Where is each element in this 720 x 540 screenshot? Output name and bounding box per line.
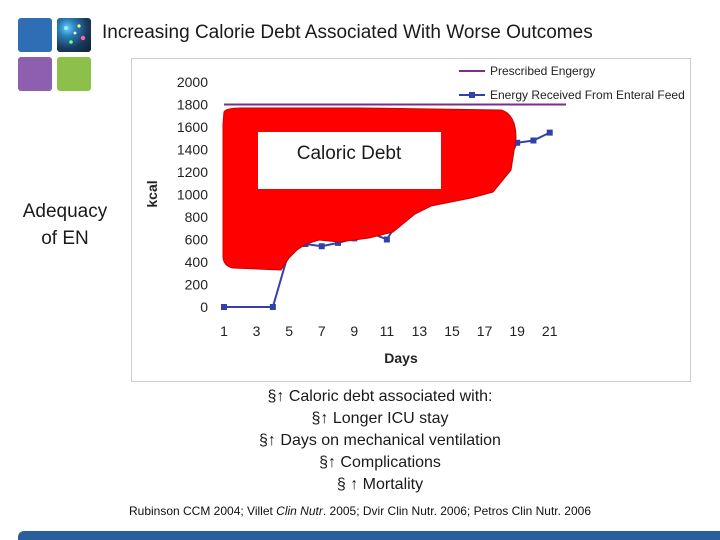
y-tick-label: 400 [185, 254, 209, 270]
y-tick-label: 600 [185, 232, 209, 248]
bullet-marker: §↑ [267, 388, 285, 405]
legend-label: Prescribed Engergy [490, 64, 595, 78]
legend-label: Energy Received From Enteral Feed [490, 88, 685, 102]
bullet-marker: §↑ [311, 410, 329, 427]
logo-sparkle-icon [64, 24, 86, 44]
logo-tile-blue [18, 18, 52, 52]
x-tick-label: 17 [477, 323, 493, 339]
citation-journal-italic: Clin Nutr [276, 504, 323, 518]
slide-title: Increasing Calorie Debt Associated With … [102, 22, 593, 43]
x-tick-label: 13 [412, 323, 428, 339]
bullet-text: Complications [335, 454, 441, 471]
side-label-line1: Adequacy [22, 201, 108, 222]
side-label-line2: of EN [41, 228, 89, 249]
y-tick-label: 2000 [177, 74, 208, 90]
bullet-marker: §↑ [259, 432, 276, 449]
citation: Rubinson CCM 2004; Villet Clin Nutr. 200… [0, 504, 720, 518]
bullet-text: Mortality [358, 476, 424, 493]
data-point [514, 139, 521, 146]
x-tick-label: 5 [285, 323, 293, 339]
y-tick-label: 1000 [177, 187, 208, 203]
chart-legend: Prescribed Engergy Energy Received From E… [459, 64, 685, 102]
logo-tile-purple [18, 57, 52, 91]
x-tick-label: 15 [444, 323, 460, 339]
x-tick-label: 3 [253, 323, 261, 339]
bullet-item: §↑ Complications [0, 452, 720, 474]
caloric-debt-label: Caloric Debt [297, 143, 402, 164]
caloric-debt-label-box [258, 132, 441, 189]
y-tick-label: 1200 [177, 164, 208, 180]
bullet-item: §↑ Longer ICU stay [0, 408, 720, 430]
x-tick-label: 1 [220, 323, 228, 339]
x-tick-label: 7 [318, 323, 326, 339]
bullet-text: Caloric debt associated with: [284, 388, 493, 405]
bullet-marker: § ↑ [336, 476, 359, 493]
citation-part3: . 2005; Dvir Clin Nutr. 2006; Petros Cli… [322, 504, 591, 518]
data-point [530, 137, 537, 144]
bullet-text: Days on mechanical ventilation [275, 432, 501, 449]
y-tick-label: 200 [185, 277, 209, 293]
data-point [221, 304, 227, 310]
legend-marker [469, 92, 475, 98]
bullet-item: §↑ Days on mechanical ventilation [0, 430, 720, 452]
y-tick-label: 1800 [177, 97, 208, 113]
y-tick-label: 1400 [177, 142, 208, 158]
y-tick-label: 1600 [177, 119, 208, 135]
logo-tile-image [57, 18, 91, 52]
bullet-item: § ↑ Mortality [0, 474, 720, 496]
side-label: Adequacy of EN [10, 198, 120, 252]
data-point [269, 304, 276, 310]
bullet-list: §↑ Caloric debt associated with: §↑ Long… [0, 386, 720, 496]
y-tick-label: 800 [185, 209, 209, 225]
y-tick-label: 0 [200, 299, 208, 315]
data-point [318, 243, 325, 250]
x-tick-label: 11 [380, 323, 395, 339]
citation-part1: Rubinson CCM 2004; Villet [128, 504, 277, 518]
bullet-item: §↑ Caloric debt associated with: [0, 386, 720, 408]
data-point [335, 239, 341, 246]
data-point [546, 129, 553, 136]
data-point [383, 236, 390, 243]
x-tick-label: 21 [542, 323, 558, 339]
bullet-text: Longer ICU stay [328, 410, 449, 427]
x-tick-label: 19 [509, 323, 525, 339]
x-axis-label: Days [384, 350, 418, 366]
logo-tile-green [57, 57, 91, 91]
y-axis-label: kcal [144, 180, 160, 207]
bottom-accent-bar [18, 531, 720, 540]
x-tick-label: 9 [350, 323, 358, 339]
bullet-marker: §↑ [319, 454, 336, 471]
